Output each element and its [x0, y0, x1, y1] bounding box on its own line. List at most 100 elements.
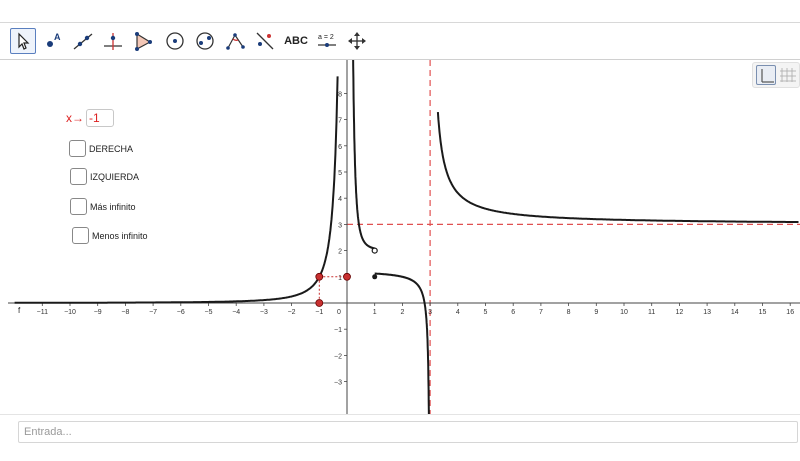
y-tick-label: 5 [338, 170, 342, 177]
x-tick-label: 10 [620, 309, 628, 316]
y-tick-label: −1 [334, 327, 342, 334]
circle-center-point-tool-icon [166, 32, 184, 50]
angle-tool-icon [226, 33, 245, 50]
reflect-tool-icon [256, 32, 274, 50]
line-tool-button[interactable] [70, 28, 96, 54]
x-tick-label: −10 [64, 309, 76, 316]
y-tick-label: 3 [338, 222, 342, 229]
x-tick-label: 0 [337, 309, 341, 316]
checkbox-menos-infinito[interactable]: Menos infinito [72, 227, 148, 244]
checkbox-box[interactable] [70, 198, 87, 215]
circle-three-points-tool-button[interactable] [192, 28, 218, 54]
axes-toggle-button[interactable] [756, 65, 776, 85]
x-tick-label: 7 [539, 309, 543, 316]
circle-center-point-tool-button[interactable] [162, 28, 188, 54]
point-on-x-axis [315, 299, 324, 307]
line-tool-icon [73, 33, 93, 50]
point-tool-icon: A [47, 32, 61, 47]
x-tick-label: 3 [428, 309, 432, 316]
y-tick-label: 1 [338, 275, 342, 282]
checkbox-box[interactable] [69, 140, 86, 157]
point-on-y-axis [343, 272, 351, 281]
x-tick-label: −9 [94, 309, 102, 316]
x-tick-label: 4 [456, 309, 460, 316]
checkbox-label: IZQUIERDA [90, 171, 140, 182]
x-tick-label: −6 [177, 309, 185, 316]
polygon-tool-button[interactable] [130, 28, 156, 54]
curve-branch-left [14, 76, 339, 304]
slider-tool-icon: a = 2 [318, 34, 336, 47]
style-bar [752, 62, 800, 88]
checkbox-mas-infinito[interactable]: Más infinito [70, 198, 136, 215]
input-bar [0, 414, 800, 461]
perpendicular-line-tool-button[interactable] [100, 28, 126, 54]
move-graphics-view-tool-button[interactable] [344, 28, 370, 54]
move-tool-button[interactable] [10, 28, 36, 54]
y-tick-label: 7 [338, 118, 342, 125]
closed-point [372, 274, 378, 280]
y-tick-label: 6 [338, 144, 342, 151]
x-tick-label: −4 [232, 309, 240, 316]
point-tool-button[interactable]: A [40, 28, 66, 54]
grid-toggle-button[interactable] [778, 65, 798, 85]
y-tick-label: −2 [334, 353, 342, 360]
x-tick-label: −2 [288, 309, 296, 316]
circle-three-points-tool-icon [196, 32, 214, 50]
perpendicular-line-tool-icon [104, 33, 122, 50]
curve-branch-lower [374, 272, 430, 414]
x-tick-label: 9 [594, 309, 598, 316]
checkbox-derecha[interactable]: DERECHA [69, 140, 133, 157]
x-tick-label: −5 [205, 309, 213, 316]
x-tick-label: −3 [260, 309, 268, 316]
curve-branch-middle [352, 60, 376, 250]
x-tick-label: 6 [511, 309, 515, 316]
x-tick-label: −8 [121, 309, 129, 316]
x-tick-label: 2 [400, 309, 404, 316]
point-on-curve [315, 272, 324, 281]
x-tick-label: 15 [759, 309, 767, 316]
checkbox-label: Más infinito [90, 201, 136, 212]
grid-icon [780, 68, 796, 82]
y-tick-label: 2 [338, 249, 342, 256]
x-tick-label: −7 [149, 309, 157, 316]
angle-tool-button[interactable] [222, 28, 248, 54]
curve-branch-right [436, 112, 799, 223]
graphics-view[interactable]: f −11 −10 −9 −8 −7 −6 −5 −4 −3 −2 −1 0 1 2 3 4 5 6 7 8 9 10 11… [0, 60, 800, 414]
x-tick-label: 12 [676, 309, 684, 316]
checkbox-box[interactable] [72, 227, 89, 244]
x-slider: x→ [66, 108, 114, 128]
move-graphics-view-tool-icon [348, 32, 366, 50]
x-tick-label: −11 [37, 309, 48, 316]
polygon-tool-icon [135, 32, 152, 51]
y-tick-label: −3 [334, 380, 342, 387]
toolbar: A [0, 23, 800, 60]
checkbox-label: DERECHA [89, 143, 134, 154]
x-tick-label: 5 [484, 309, 488, 316]
axes-icon [761, 69, 774, 83]
slider-value-input[interactable] [86, 109, 114, 127]
text-tool-button[interactable]: ABC [282, 28, 310, 54]
x-tick-label: 14 [731, 309, 739, 316]
x-tick-label: 1 [373, 309, 377, 316]
reflect-tool-button[interactable] [252, 28, 278, 54]
open-point [371, 247, 378, 254]
slider-label: x→ [66, 111, 84, 125]
checkbox-box[interactable] [70, 168, 87, 185]
slider-tool-button[interactable]: a = 2 [314, 28, 340, 54]
x-tick-label: 13 [703, 309, 711, 316]
text-tool-icon: ABC [284, 35, 308, 47]
x-tick-label: −1 [315, 309, 323, 316]
svg-text:a = 2: a = 2 [318, 34, 334, 41]
checkbox-izquierda[interactable]: IZQUIERDA [70, 168, 139, 185]
x-tick-label: 11 [648, 309, 655, 316]
x-tick-label: 8 [567, 309, 571, 316]
top-divider [0, 22, 800, 23]
y-tick-label: 4 [338, 196, 342, 203]
y-tick-label: 8 [338, 91, 342, 98]
function-graph[interactable]: f −11 −10 −9 −8 −7 −6 −5 −4 −3 −2 −1 0 1 2 3 4 5 6 7 8 9 10 11… [0, 60, 800, 414]
x-tick-label: 16 [786, 309, 794, 316]
checkbox-label: Menos infinito [92, 230, 148, 241]
move-tool-icon [18, 32, 30, 50]
input-field[interactable] [18, 421, 798, 443]
x-axis-label: f [18, 306, 21, 315]
